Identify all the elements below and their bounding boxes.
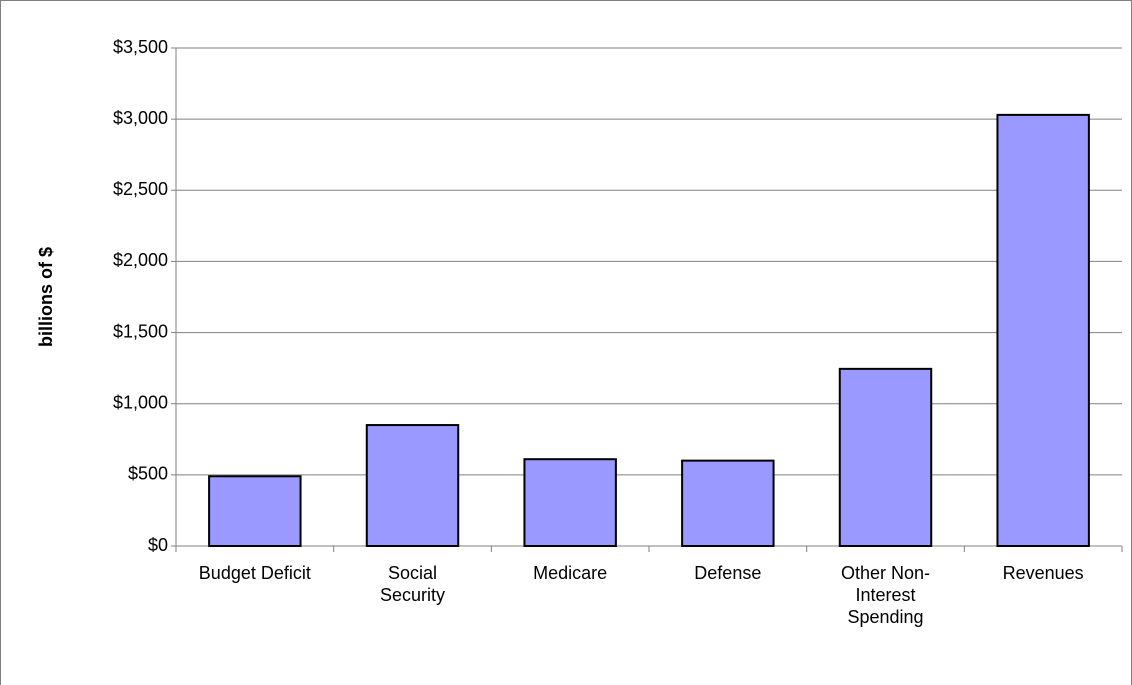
y-axis-label: billions of $ xyxy=(36,247,56,347)
x-tick-label: Revenues xyxy=(1002,563,1084,583)
x-tick-label: Social Security xyxy=(379,563,446,605)
y-tick-label: $1,500 xyxy=(113,321,168,341)
x-tick-label: Budget Deficit xyxy=(198,563,311,583)
bar xyxy=(208,475,302,547)
bar xyxy=(365,424,460,547)
y-tick-label: $500 xyxy=(128,464,168,484)
x-tick-label: Defense xyxy=(694,563,762,583)
y-tick-label: $3,500 xyxy=(113,37,168,57)
bar xyxy=(996,113,1090,547)
y-tick-label: $1,000 xyxy=(113,392,168,412)
y-tick-label: $3,000 xyxy=(113,108,168,128)
bar xyxy=(838,367,933,547)
y-tick-label: $0 xyxy=(148,535,168,555)
bar xyxy=(523,458,617,548)
y-tick-label: $2,500 xyxy=(113,179,168,199)
x-tick-label: Medicare xyxy=(533,563,608,583)
y-tick-label: $2,000 xyxy=(113,250,168,270)
x-tick-label: Other Non-Interest Spending xyxy=(840,563,931,627)
bar xyxy=(681,459,775,547)
